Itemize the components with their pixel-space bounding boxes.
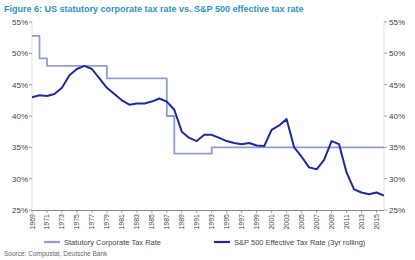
x-tick bbox=[241, 210, 242, 213]
x-tick bbox=[121, 210, 122, 213]
x-tick-label: 1983 bbox=[133, 214, 140, 230]
x-tick bbox=[166, 210, 167, 213]
x-tick bbox=[196, 210, 197, 213]
x-tick-label: 1995 bbox=[223, 214, 230, 230]
y2-tick-label: 45% bbox=[389, 81, 405, 90]
x-tick-label: 2001 bbox=[268, 214, 275, 230]
x-tick bbox=[301, 210, 302, 213]
x-tick bbox=[76, 210, 77, 213]
y2-tick-label: 40% bbox=[389, 112, 405, 121]
x-tick bbox=[256, 210, 257, 213]
x-tick bbox=[226, 210, 227, 213]
y-tick-label: 30% bbox=[12, 175, 28, 184]
x-tick-label: 1993 bbox=[208, 214, 215, 230]
y-tick bbox=[29, 84, 32, 85]
x-tick bbox=[151, 210, 152, 213]
x-tick bbox=[181, 210, 182, 213]
y-tick-label: 50% bbox=[12, 49, 28, 58]
x-tick bbox=[136, 210, 137, 213]
x-tick-label: 1985 bbox=[148, 214, 155, 230]
legend-label: Statutory Corporate Tax Rate bbox=[64, 238, 161, 247]
x-tick-label: 2003 bbox=[283, 214, 290, 230]
x-tick-label: 1989 bbox=[178, 214, 185, 230]
x-tick-label: 1969 bbox=[29, 214, 36, 230]
x-tick bbox=[91, 210, 92, 213]
x-tick-label: 1981 bbox=[118, 214, 125, 230]
x-tick bbox=[316, 210, 317, 213]
x-tick-label: 1991 bbox=[193, 214, 200, 230]
y-tick-label: 35% bbox=[12, 143, 28, 152]
legend-label: S&P 500 Effective Tax Rate (3yr rolling) bbox=[234, 238, 366, 247]
x-tick-label: 1975 bbox=[73, 214, 80, 230]
x-tick-label: 2009 bbox=[328, 214, 335, 230]
source: Source: Compustat, Deutsche Bank bbox=[4, 250, 108, 258]
x-tick-label: 2005 bbox=[298, 214, 305, 230]
x-tick bbox=[106, 210, 107, 213]
x-tick-label: 2013 bbox=[358, 214, 365, 230]
x-tick-label: 1987 bbox=[163, 214, 170, 230]
y2-tick bbox=[384, 210, 387, 211]
x-tick bbox=[211, 210, 212, 213]
y2-tick bbox=[384, 22, 387, 23]
y2-tick-label: 25% bbox=[389, 206, 405, 215]
y2-tick-label: 35% bbox=[389, 143, 405, 152]
y-tick bbox=[29, 53, 32, 54]
x-tick-label: 1973 bbox=[58, 214, 65, 230]
y2-tick-label: 55% bbox=[389, 18, 405, 27]
y-tick bbox=[29, 116, 32, 117]
x-tick bbox=[271, 210, 272, 213]
legend-swatch bbox=[214, 241, 230, 243]
y2-tick bbox=[384, 84, 387, 85]
legend-swatch bbox=[44, 241, 60, 243]
x-tick-label: 2015 bbox=[373, 214, 380, 230]
series-line bbox=[32, 66, 384, 196]
y-tick bbox=[29, 147, 32, 148]
x-tick-label: 1997 bbox=[238, 214, 245, 230]
y2-tick bbox=[384, 116, 387, 117]
x-tick-label: 1977 bbox=[88, 214, 95, 230]
series-line bbox=[32, 36, 384, 154]
x-tick-label: 1999 bbox=[253, 214, 260, 230]
y-tick bbox=[29, 178, 32, 179]
y-tick bbox=[29, 210, 32, 211]
x-tick bbox=[32, 210, 33, 213]
x-tick bbox=[61, 210, 62, 213]
y2-tick bbox=[384, 147, 387, 148]
x-tick bbox=[376, 210, 377, 213]
y-tick-label: 55% bbox=[12, 18, 28, 27]
y-tick bbox=[29, 22, 32, 23]
x-tick bbox=[361, 210, 362, 213]
x-tick-label: 2011 bbox=[343, 214, 350, 229]
y2-tick bbox=[384, 53, 387, 54]
x-tick bbox=[331, 210, 332, 213]
x-tick bbox=[346, 210, 347, 213]
x-tick-label: 1971 bbox=[43, 214, 50, 230]
x-tick bbox=[46, 210, 47, 213]
y-tick-label: 25% bbox=[12, 206, 28, 215]
x-tick-label: 1979 bbox=[103, 214, 110, 230]
y-tick-label: 40% bbox=[12, 112, 28, 121]
x-tick-label: 2007 bbox=[313, 214, 320, 230]
x-tick bbox=[286, 210, 287, 213]
y-tick-label: 45% bbox=[12, 81, 28, 90]
plot-area bbox=[32, 36, 384, 196]
title: Figure 6: US statutory corporate tax rat… bbox=[4, 4, 303, 14]
y2-tick-label: 30% bbox=[389, 175, 405, 184]
y2-tick-label: 50% bbox=[389, 49, 405, 58]
chart: Figure 6: US statutory corporate tax rat… bbox=[0, 0, 415, 260]
y2-tick bbox=[384, 178, 387, 179]
